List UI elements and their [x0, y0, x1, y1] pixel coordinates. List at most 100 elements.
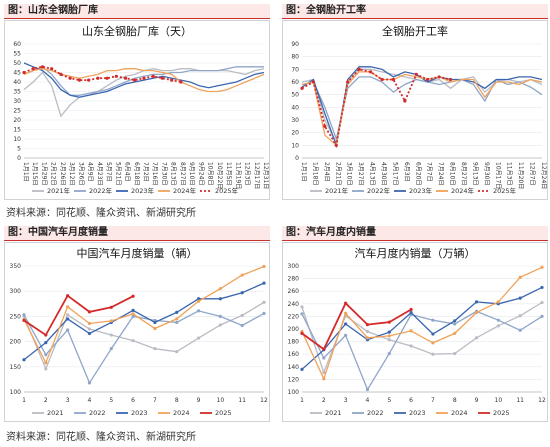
data-point — [77, 78, 81, 82]
data-point — [131, 314, 135, 318]
data-point — [437, 75, 441, 79]
x-tick-label: 11月3日 — [506, 162, 513, 185]
data-point — [133, 78, 137, 82]
x-tick-label: 9月10日 — [188, 162, 195, 185]
y-tick-label: 5 — [17, 146, 21, 153]
x-tick-label: 8月27日 — [460, 162, 467, 185]
data-point — [387, 320, 391, 324]
x-tick-label: 10月17日 — [494, 162, 501, 189]
legend-label: 2024年 — [451, 186, 475, 195]
x-tick-label: 1月15日 — [31, 162, 38, 185]
series-line-2025 — [301, 301, 412, 351]
legend-label: 2024 — [451, 409, 468, 417]
x-tick-label: 7月24日 — [437, 162, 444, 185]
legend-label: 2025 — [215, 409, 232, 417]
data-point — [300, 367, 304, 371]
data-point — [40, 65, 45, 69]
data-point — [540, 285, 544, 290]
y-tick-label: 90 — [291, 41, 299, 48]
header-domestic-sales: 图：汽车月度内销量 — [282, 226, 548, 241]
data-point — [262, 281, 266, 285]
x-tick-label: 11 — [238, 397, 246, 404]
data-point — [448, 77, 453, 82]
data-point — [323, 124, 327, 128]
data-point — [240, 323, 244, 328]
data-point — [87, 78, 91, 82]
legend-label: 2021年 — [325, 186, 349, 195]
data-point — [142, 76, 146, 80]
x-tick-label: 6月18日 — [133, 162, 140, 185]
y-tick-label: 120 — [288, 376, 300, 383]
data-point — [365, 336, 370, 340]
data-point — [518, 275, 522, 279]
x-tick-label: 2月26日 — [59, 162, 66, 185]
y-tick-label: 160 — [288, 351, 300, 358]
y-tick-label: 140 — [288, 364, 300, 371]
data-point — [131, 308, 135, 312]
legend-label: 2021年 — [47, 186, 71, 195]
data-point — [453, 319, 457, 323]
data-point — [109, 347, 113, 351]
y-tick-label: 30 — [13, 98, 21, 105]
x-tick-label: 7月16日 — [151, 162, 158, 185]
header-inventory: 图：山东全钢胎厂库 — [4, 4, 270, 19]
data-point — [123, 76, 128, 80]
data-point — [431, 318, 435, 322]
data-point — [387, 330, 391, 334]
operating-rate-chart-panel: 全钢胎开工率 0 10 20 30 40 50 60 70 80 90 1月1日 1月18日 2月4日 2月… — [282, 20, 548, 200]
legend-label: 2021 — [325, 409, 342, 417]
y-tick-label: 220 — [288, 313, 300, 320]
data-point — [131, 338, 135, 343]
data-point — [68, 76, 72, 80]
legend-label: 2021 — [47, 409, 64, 417]
data-point — [218, 314, 222, 318]
data-point — [160, 76, 165, 80]
y-tick-label: 45 — [13, 70, 21, 77]
x-tick-label: 1月1日 — [300, 162, 307, 182]
series-line-2021 — [23, 301, 265, 371]
x-tick-label: 9月13日 — [471, 162, 478, 185]
data-point — [22, 70, 26, 75]
y-tick-label: 350 — [10, 263, 22, 270]
legend-label: 2022年 — [367, 186, 391, 195]
x-tick-label: 11月5日 — [225, 162, 232, 185]
data-point — [365, 322, 370, 327]
data-point — [403, 99, 407, 103]
data-point — [240, 313, 244, 317]
operating-rate-chart: 全钢胎开工率 0 10 20 30 40 50 60 70 80 90 1月1日 1月18日 2月4日 2月… — [282, 20, 548, 200]
chart-title: 中国汽车月度销量（辆） — [77, 246, 198, 260]
car-sales-chart-panel: 中国汽车月度销量（辆） 100 150 200 250 300 350 1 2 3 4 5 6 7 8 9 10… — [4, 242, 270, 422]
series-line-2022 — [301, 310, 543, 391]
legend-label: 2025 — [493, 409, 510, 417]
chart-frame — [282, 242, 548, 422]
series-line-2023 — [23, 282, 265, 361]
x-tick-label: 5月21日 — [114, 162, 121, 185]
data-point — [196, 309, 201, 313]
data-point — [322, 370, 326, 375]
y-tick-label: 10 — [13, 136, 21, 143]
data-point — [218, 297, 222, 301]
x-tick-label: 12 — [538, 397, 546, 404]
data-point — [311, 80, 316, 84]
legend-label: 2023 — [131, 409, 148, 417]
data-point — [153, 347, 157, 351]
y-tick-label: 50 — [291, 92, 299, 99]
data-point — [262, 311, 266, 315]
data-point — [22, 318, 26, 323]
data-point — [66, 317, 70, 321]
y-tick-label: 40 — [13, 79, 21, 86]
y-tick-label: 20 — [291, 130, 299, 137]
series-line-2024 — [23, 265, 265, 365]
x-tick-label: 4月23日 — [96, 162, 103, 185]
x-tick-label: 8 — [175, 397, 179, 404]
y-tick-label: 0 — [295, 155, 299, 162]
data-point — [109, 305, 113, 309]
data-point — [365, 387, 370, 392]
data-point — [87, 321, 92, 326]
data-point — [414, 72, 418, 76]
legend-label: 2022 — [89, 409, 106, 417]
legend-label: 2024 — [173, 409, 190, 417]
x-tick-label: 12月17日 — [253, 162, 260, 189]
data-point — [175, 350, 179, 354]
